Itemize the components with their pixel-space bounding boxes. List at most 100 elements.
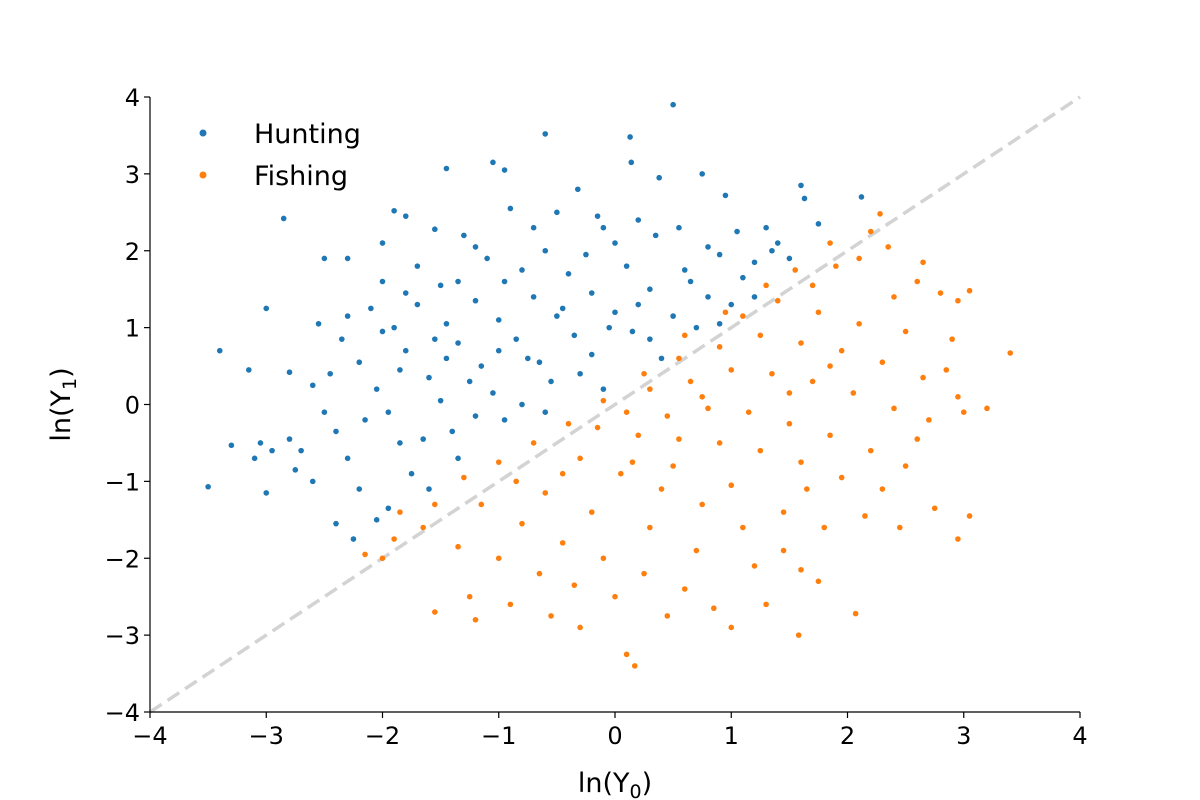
point-fishing (455, 543, 461, 550)
points-layer (205, 101, 1014, 669)
point-hunting (263, 490, 270, 496)
point-hunting (228, 442, 235, 449)
point-fishing (664, 613, 671, 619)
point-fishing (699, 394, 705, 400)
point-fishing (623, 651, 630, 658)
point-hunting (525, 355, 531, 362)
point-fishing (786, 390, 793, 396)
point-hunting (455, 455, 461, 462)
point-hunting (472, 413, 479, 419)
point-hunting (373, 517, 380, 523)
point-hunting (309, 478, 316, 485)
point-hunting (420, 436, 426, 442)
point-hunting (246, 367, 252, 373)
point-hunting (606, 324, 612, 331)
point-fishing (774, 297, 781, 304)
point-hunting (519, 401, 525, 408)
point-fishing (548, 613, 554, 619)
x-tick-label: −3 (249, 722, 284, 750)
point-hunting (652, 232, 659, 239)
point-hunting (344, 455, 351, 462)
point-fishing (897, 524, 903, 531)
point-fishing (391, 536, 397, 542)
legend-marker-hunting (199, 129, 207, 137)
point-fishing (716, 440, 723, 446)
x-tick-label: 4 (1072, 722, 1087, 750)
point-fishing (809, 282, 816, 289)
point-hunting (495, 347, 502, 354)
point-hunting (437, 282, 444, 289)
point-fishing (926, 417, 932, 423)
point-hunting (280, 215, 287, 222)
point-hunting (612, 309, 618, 316)
point-fishing (588, 509, 595, 515)
point-hunting (734, 228, 740, 235)
point-hunting (461, 232, 467, 239)
point-hunting (362, 417, 368, 423)
point-fishing (513, 478, 519, 485)
point-fishing (687, 378, 694, 385)
point-hunting (495, 317, 502, 323)
point-fishing (798, 340, 804, 346)
point-fishing (542, 490, 549, 496)
point-hunting (408, 470, 415, 477)
point-hunting (286, 436, 293, 442)
point-fishing (693, 547, 700, 554)
series-fishing (362, 211, 1014, 669)
point-fishing (577, 455, 583, 462)
point-hunting (647, 336, 653, 342)
point-fishing (670, 463, 676, 469)
point-hunting (269, 447, 275, 454)
point-fishing (728, 367, 735, 373)
point-fishing (943, 367, 950, 373)
point-fishing (631, 663, 638, 669)
x-axis-title: ln(Y0) (578, 768, 652, 800)
point-hunting (542, 131, 549, 137)
point-fishing (862, 513, 868, 519)
point-hunting (472, 244, 479, 250)
point-fishing (838, 347, 845, 354)
point-fishing (852, 610, 859, 617)
point-fishing (466, 593, 473, 600)
point-hunting (298, 447, 304, 454)
point-fishing (815, 309, 822, 316)
point-fishing (559, 540, 566, 546)
legend-item-fishing: Fishing (199, 161, 348, 192)
point-fishing (711, 605, 717, 612)
y-axis-title: ln(Y1) (46, 367, 81, 441)
point-fishing (821, 524, 828, 531)
point-hunting (257, 440, 264, 446)
point-hunting (391, 207, 397, 214)
point-fishing (647, 386, 653, 392)
x-tick-label: −2 (365, 722, 400, 750)
point-fishing (362, 551, 368, 558)
point-hunting (490, 390, 496, 396)
diagonal-reference-line (149, 95, 1081, 714)
x-tick-label: 2 (840, 722, 855, 750)
y-tick-label: −4 (105, 699, 140, 727)
point-hunting (466, 378, 473, 385)
point-hunting (490, 159, 496, 166)
point-hunting (542, 247, 549, 254)
point-hunting (600, 224, 607, 231)
point-hunting (379, 240, 386, 246)
point-fishing (519, 520, 525, 527)
point-hunting (432, 226, 438, 233)
point-hunting (350, 536, 357, 542)
point-hunting (548, 378, 554, 385)
point-fishing (795, 632, 802, 638)
point-hunting (391, 324, 397, 331)
point-hunting (402, 213, 409, 219)
point-fishing (664, 413, 671, 419)
point-fishing (914, 436, 921, 442)
y-tick-label: −1 (105, 468, 140, 496)
point-hunting (385, 409, 392, 415)
x-ticks: −4 −3 −2 −1 0 1 2 3 4 (132, 712, 1088, 750)
point-hunting (385, 505, 392, 512)
point-fishing (641, 570, 647, 577)
point-hunting (368, 305, 374, 312)
y-tick-label: −3 (105, 622, 140, 650)
point-fishing (461, 474, 467, 481)
x-tick-label: 3 (956, 722, 971, 750)
point-fishing (647, 524, 653, 531)
